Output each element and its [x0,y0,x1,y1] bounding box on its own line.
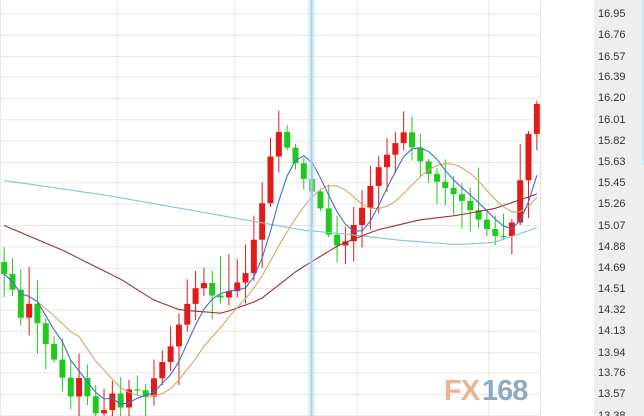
svg-text:FX: FX [444,375,481,407]
svg-text:168: 168 [482,375,528,407]
